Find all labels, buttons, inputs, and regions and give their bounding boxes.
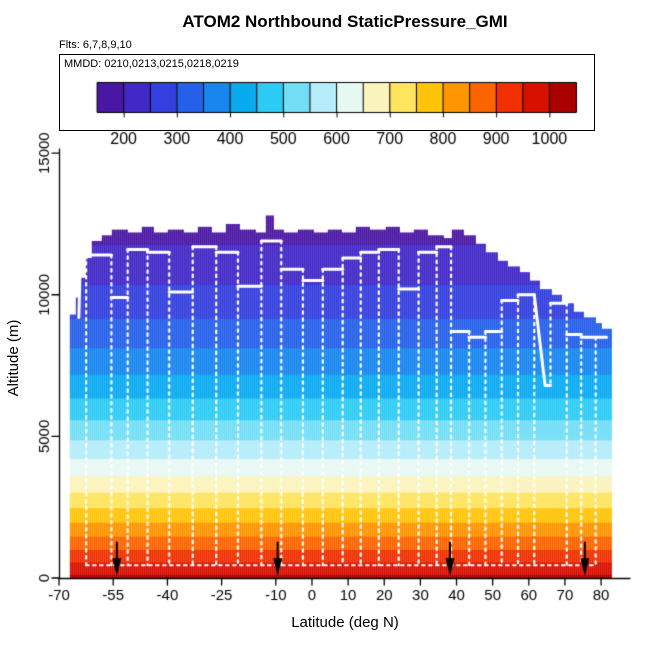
colorbar-legend-box — [59, 54, 595, 131]
page-title: ATOM2 Northbound StaticPressure_GMI — [182, 12, 508, 31]
flights-note: Flts: 6,7,8,9,10 — [59, 39, 132, 51]
y-axis-label: Altitude (m) — [5, 319, 22, 397]
x-axis-label: Latitude (deg N) — [291, 614, 399, 631]
mmdd-label: MMDD: 0210,0213,0215,0218,0219 — [64, 58, 239, 70]
